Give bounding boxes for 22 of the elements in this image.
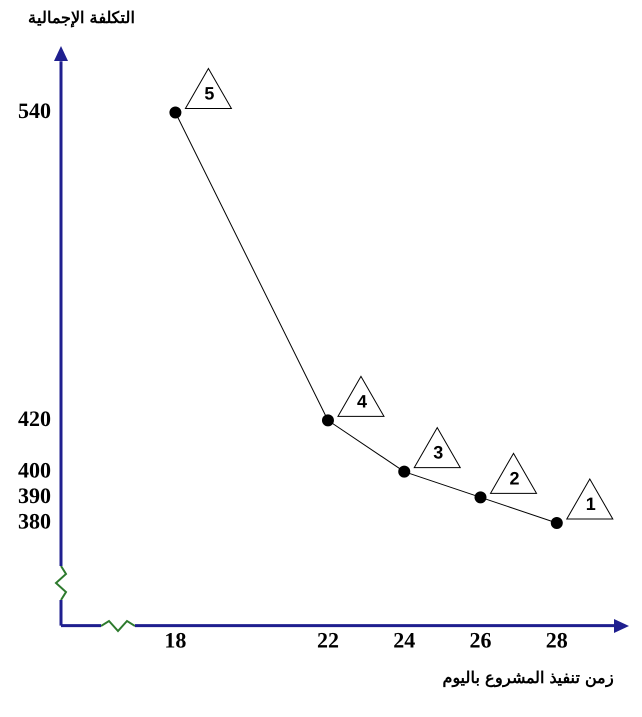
x-tick-label: 26 [470,627,492,652]
annotation: 2 [510,468,520,488]
point [550,516,563,529]
annotation: 5 [204,83,214,104]
y-tick-label: 420 [18,406,51,432]
point [322,414,334,426]
annotation: 4 [356,391,367,412]
x-tick-label: 24 [393,627,416,652]
annotation: 1 [586,494,596,514]
x-tick-label: 22 [316,627,339,652]
point [474,491,487,504]
y-axis-title: التكلفة الإجمالية [28,8,135,27]
x-axis-title: زمن تنفيذ المشروع باليوم [442,668,614,687]
point [398,466,410,478]
annotation: 3 [433,442,444,463]
y-tick-label: 380 [18,508,51,534]
point [169,106,182,119]
x-tick-label: 28 [546,627,568,652]
y-tick-label: 390 [18,483,51,508]
x-tick-label: 18 [164,627,186,652]
y-tick-label: 400 [18,457,51,482]
y-tick-label: 540 [18,98,51,124]
